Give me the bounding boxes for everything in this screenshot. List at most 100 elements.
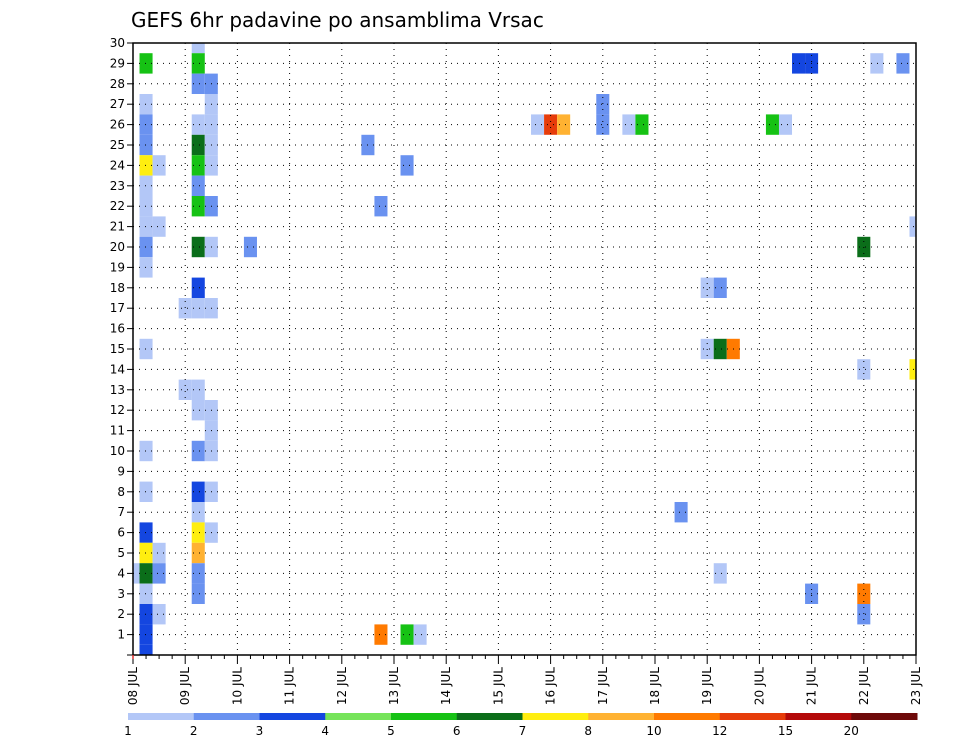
heatmap-cell [674, 502, 688, 523]
y-tick-label: 12 [110, 403, 125, 417]
colorbar: 1 2 3 4 5 6 7 8 10 12 15 20 [124, 713, 918, 738]
heatmap-cell [139, 257, 153, 278]
heatmap-cell [191, 583, 205, 604]
x-tick-label: 13 JUL [387, 667, 401, 705]
colorbar-label: 2 [190, 724, 198, 738]
y-tick-label: 7 [117, 505, 125, 519]
x-tick-label: 14 JUL [439, 667, 453, 705]
y-tick-label: 26 [110, 118, 125, 132]
heatmap-cell [178, 298, 192, 319]
x-tick-label: 12 JUL [335, 667, 349, 705]
y-tick-label: 22 [110, 199, 125, 213]
y-tick-label: 14 [110, 362, 125, 376]
colorbar-swatch [259, 713, 326, 720]
colorbar-swatch [193, 713, 260, 720]
y-tick-label: 11 [110, 424, 125, 438]
heatmap-cell [139, 644, 153, 655]
axis-ticks [127, 42, 917, 664]
heatmap-cell [139, 175, 153, 196]
heatmap-cell [152, 542, 166, 564]
y-tick-label: 27 [110, 97, 125, 111]
heatmap-cell [857, 583, 871, 604]
colorbar-swatch [654, 713, 721, 720]
x-tick-label: 09 JUL [178, 667, 192, 705]
x-tick-label: 20 JUL [752, 667, 766, 705]
heatmap-cell [870, 53, 884, 74]
y-axis-tick-labels: 1234567891011121314151617181920212223242… [110, 36, 125, 642]
x-tick-label: 11 JUL [283, 667, 297, 705]
y-tick-label: 1 [117, 628, 125, 642]
y-tick-label: 13 [110, 383, 125, 397]
heatmap-cell [152, 216, 166, 237]
y-tick-label: 29 [110, 56, 125, 70]
colorbar-swatch [588, 713, 655, 720]
heatmap-cell [191, 400, 205, 421]
heatmap-cell [191, 277, 205, 298]
heatmap-cell [713, 563, 727, 584]
x-tick-label: 08 JUL [126, 667, 140, 705]
colorbar-label: 4 [321, 724, 329, 738]
heatmap-cell [413, 624, 427, 645]
heatmap-cell [139, 196, 153, 217]
heatmap-cell [139, 338, 153, 360]
y-tick-label: 25 [110, 138, 125, 152]
colorbar-swatch [128, 713, 195, 720]
heatmap-cell [857, 604, 871, 625]
y-tick-label: 24 [110, 158, 125, 172]
y-tick-label: 23 [110, 179, 125, 193]
heatmap-cell [178, 379, 192, 400]
colorbar-label: 3 [256, 724, 264, 738]
y-tick-label: 6 [117, 526, 125, 540]
y-tick-label: 9 [117, 464, 125, 478]
heatmap-cell [635, 114, 649, 135]
x-tick-label: 22 JUL [857, 667, 871, 705]
x-tick-label: 17 JUL [596, 667, 610, 705]
heatmap-cell [139, 94, 153, 115]
heatmap-cell [857, 359, 871, 380]
heatmap-cell [191, 440, 205, 462]
colorbar-swatch [785, 713, 852, 720]
heatmap-cell [557, 114, 571, 135]
heatmap-cell [191, 522, 205, 543]
heatmap-cell [152, 604, 166, 625]
heatmap-cell [139, 563, 153, 584]
heatmap-cell [139, 155, 153, 176]
heatmap-cell [792, 53, 806, 74]
heatmap-cell [713, 277, 727, 298]
heatmap-cell [191, 134, 205, 156]
colorbar-label: 20 [844, 724, 859, 738]
heatmap-cell [713, 338, 727, 360]
heatmap-cell [152, 563, 166, 584]
colorbar-label: 10 [646, 724, 661, 738]
heatmap-cell [191, 298, 205, 319]
heatmap-cell [191, 563, 205, 584]
colorbar-swatch [719, 713, 786, 720]
x-tick-label: 16 JUL [544, 667, 558, 705]
heatmap-cell [909, 359, 916, 380]
heatmap-cell [400, 155, 414, 176]
heatmap-cell [374, 624, 388, 645]
y-tick-label: 8 [117, 485, 125, 499]
heatmap-cell [139, 481, 153, 502]
x-axis-tick-labels: 08 JUL 09 JUL 10 JUL 11 JUL 12 JUL 13 JUL 14 J… [126, 667, 923, 705]
y-tick-label: 10 [110, 444, 125, 458]
y-tick-label: 4 [117, 566, 125, 580]
colorbar-label: 1 [124, 724, 132, 738]
heatmap-cell [191, 43, 205, 54]
colorbar-label: 6 [453, 724, 461, 738]
y-tick-label: 3 [117, 587, 125, 601]
colorbar-swatch [391, 713, 458, 720]
heatmap-cell [374, 196, 388, 217]
heatmap-cell [191, 379, 205, 400]
y-tick-label: 21 [110, 220, 125, 234]
y-tick-label: 5 [117, 546, 125, 560]
heatmap-cell [622, 114, 636, 135]
y-tick-label: 19 [110, 260, 125, 274]
grid-lines [133, 43, 916, 655]
heatmap-cell [139, 134, 153, 156]
colorbar-swatch [456, 713, 523, 720]
y-tick-label: 17 [110, 301, 125, 315]
heatmap-cell [191, 155, 205, 176]
heatmap-cell [191, 481, 205, 502]
